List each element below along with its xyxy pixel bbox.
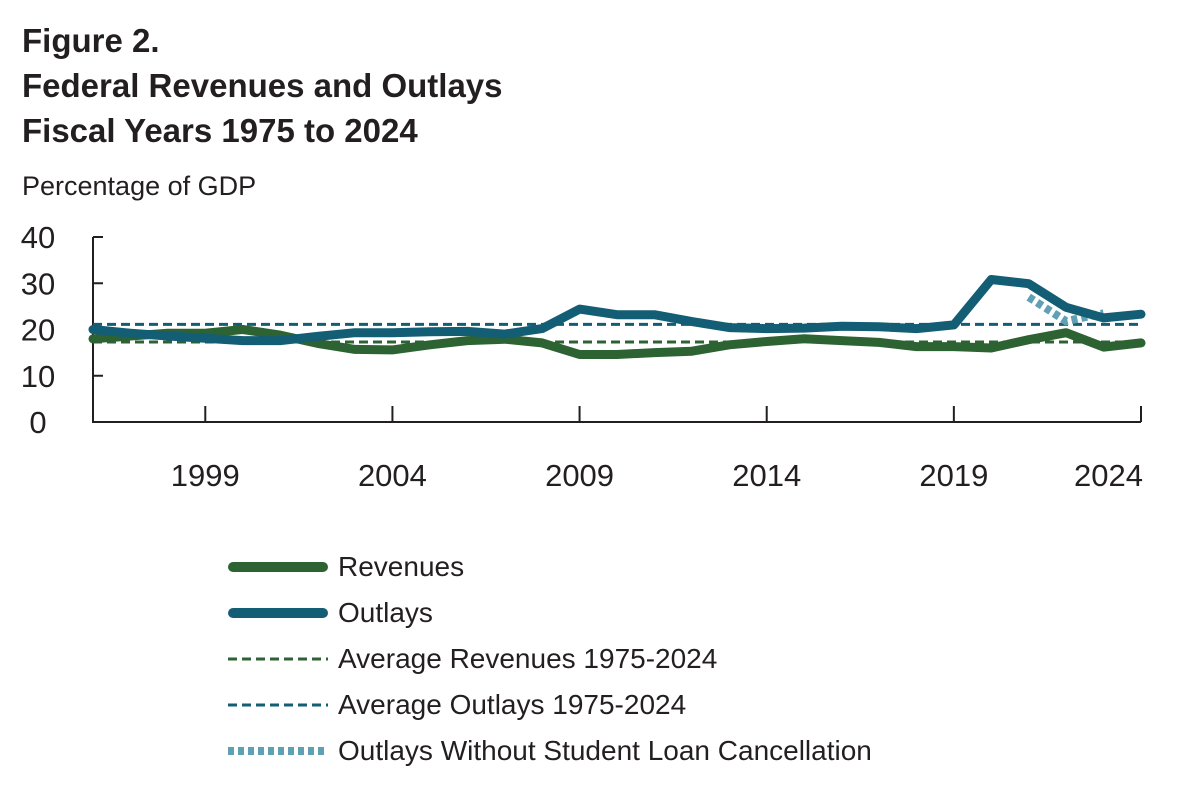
legend-label-outlays-without-slc: Outlays Without Student Loan Cancellatio… xyxy=(338,735,872,766)
legend-item-revenues: Revenues xyxy=(228,544,872,590)
x-tick-label-2019: 2019 xyxy=(919,458,988,493)
y-axis-label: Percentage of GDP xyxy=(22,171,257,201)
legend-swatch-outlays-without-slc xyxy=(228,747,328,755)
figure-subtitle: Fiscal Years 1975 to 2024 xyxy=(22,112,418,149)
x-tick-label-2009: 2009 xyxy=(545,458,614,493)
x-tick-label-1999: 1999 xyxy=(171,458,240,493)
legend-swatch-outlays xyxy=(228,608,328,618)
x-tick-label-2004: 2004 xyxy=(358,458,427,493)
legend-label-revenues: Revenues xyxy=(338,551,465,582)
x-tick-label-2024: 2024 xyxy=(1074,458,1143,493)
line-chart: 0 10 20 30 40 1999 2004 2009 2014 2019 2024 xyxy=(21,220,1146,493)
legend-item-average-revenues: Average Revenues 1975-2024 xyxy=(228,636,872,682)
y-tick-label-30: 30 xyxy=(21,266,55,301)
legend-swatch-average-outlays xyxy=(228,703,328,707)
chart-title: Figure 2. Federal Revenues and Outlays F… xyxy=(22,18,503,153)
y-tick-label-0: 0 xyxy=(29,405,46,440)
legend-item-outlays: Outlays xyxy=(228,590,872,636)
figure-number: Figure 2. xyxy=(22,22,160,59)
legend-label-average-revenues: Average Revenues 1975-2024 xyxy=(338,643,718,674)
y-tick-label-20: 20 xyxy=(21,313,55,348)
legend-swatch-revenues xyxy=(228,562,328,572)
legend-item-outlays-without-slc: Outlays Without Student Loan Cancellatio… xyxy=(228,728,872,774)
legend-item-average-outlays: Average Outlays 1975-2024 xyxy=(228,682,872,728)
legend-label-outlays: Outlays xyxy=(338,597,433,628)
revenues-line xyxy=(88,325,1146,359)
y-tick-label-10: 10 xyxy=(21,359,55,394)
figure-title: Federal Revenues and Outlays xyxy=(22,67,503,104)
outlays-line xyxy=(88,275,1146,346)
y-tick-label-40: 40 xyxy=(21,220,55,255)
legend: Revenues Outlays Average Revenues 1975-2… xyxy=(228,544,872,774)
legend-label-average-outlays: Average Outlays 1975-2024 xyxy=(338,689,687,720)
x-tick-label-2014: 2014 xyxy=(732,458,801,493)
legend-swatch-average-revenues xyxy=(228,657,328,661)
